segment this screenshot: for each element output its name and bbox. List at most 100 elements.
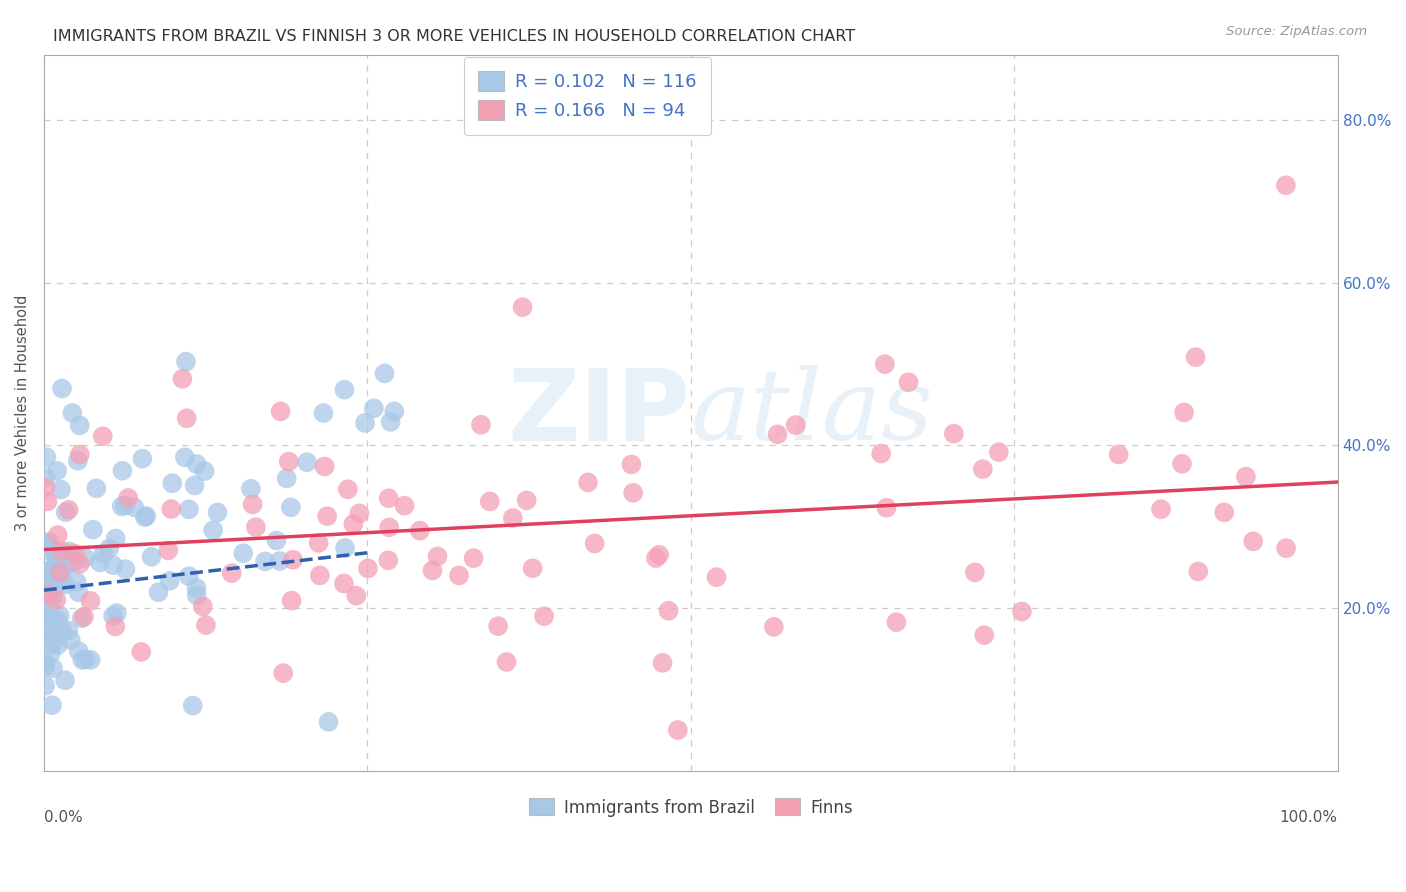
Point	[382, 404, 405, 418]
Point	[271, 666, 294, 681]
Point	[73, 609, 96, 624]
Point	[53, 577, 76, 591]
Point	[1187, 565, 1209, 579]
Point	[101, 558, 124, 573]
Point	[973, 628, 995, 642]
Point	[963, 566, 986, 580]
Point	[131, 451, 153, 466]
Point	[59, 548, 82, 562]
Point	[38, 602, 60, 616]
Point	[312, 406, 335, 420]
Point	[41, 545, 63, 559]
Point	[38, 594, 60, 608]
Point	[245, 520, 267, 534]
Point	[66, 454, 89, 468]
Point	[447, 568, 470, 582]
Point	[58, 624, 80, 638]
Point	[1275, 541, 1298, 556]
Point	[576, 475, 599, 490]
Point	[46, 638, 69, 652]
Point	[886, 615, 908, 630]
Point	[486, 619, 509, 633]
Point	[333, 383, 356, 397]
Point	[378, 520, 401, 534]
Point	[160, 502, 183, 516]
Point	[41, 591, 63, 605]
Point	[37, 566, 59, 580]
Point	[276, 471, 298, 485]
Point	[53, 673, 76, 688]
Point	[186, 581, 208, 595]
Point	[186, 588, 208, 602]
Point	[70, 611, 93, 625]
Point	[987, 445, 1010, 459]
Point	[426, 549, 449, 564]
Point	[193, 464, 215, 478]
Point	[39, 647, 62, 661]
Point	[37, 587, 59, 601]
Point	[59, 633, 82, 648]
Point	[270, 404, 292, 418]
Point	[46, 528, 69, 542]
Point	[73, 550, 96, 565]
Point	[177, 502, 200, 516]
Point	[269, 554, 291, 568]
Point	[875, 500, 897, 515]
Point	[34, 659, 56, 673]
Point	[134, 510, 156, 524]
Point	[69, 557, 91, 571]
Point	[46, 464, 69, 478]
Point	[135, 509, 157, 524]
Point	[972, 462, 994, 476]
Point	[1241, 534, 1264, 549]
Point	[333, 541, 356, 555]
Point	[478, 494, 501, 508]
Point	[82, 523, 104, 537]
Point	[34, 656, 56, 670]
Point	[308, 536, 330, 550]
Point	[37, 537, 59, 551]
Point	[35, 450, 58, 464]
Point	[648, 548, 671, 562]
Point	[651, 656, 673, 670]
Point	[129, 645, 152, 659]
Point	[191, 599, 214, 614]
Point	[49, 483, 72, 497]
Point	[295, 455, 318, 469]
Point	[1213, 505, 1236, 519]
Point	[495, 655, 517, 669]
Point	[44, 582, 66, 596]
Point	[357, 561, 380, 575]
Point	[658, 604, 681, 618]
Point	[38, 534, 60, 549]
Point	[114, 562, 136, 576]
Point	[502, 511, 524, 525]
Point	[79, 594, 101, 608]
Point	[38, 604, 60, 618]
Point	[207, 505, 229, 519]
Point	[44, 548, 66, 562]
Point	[202, 523, 225, 537]
Point	[174, 354, 197, 368]
Point	[34, 679, 56, 693]
Point	[314, 459, 336, 474]
Point	[34, 583, 56, 598]
Point	[516, 493, 538, 508]
Point	[159, 574, 181, 588]
Point	[53, 557, 76, 571]
Point	[55, 559, 77, 574]
Point	[148, 585, 170, 599]
Text: Source: ZipAtlas.com: Source: ZipAtlas.com	[1226, 25, 1367, 38]
Point	[35, 568, 58, 582]
Point	[266, 533, 288, 548]
Point	[89, 555, 111, 569]
Point	[111, 464, 134, 478]
Point	[942, 426, 965, 441]
Point	[666, 723, 689, 737]
Point	[114, 499, 136, 513]
Point	[342, 517, 364, 532]
Point	[67, 585, 90, 599]
Point	[72, 653, 94, 667]
Point	[41, 570, 63, 584]
Point	[463, 551, 485, 566]
